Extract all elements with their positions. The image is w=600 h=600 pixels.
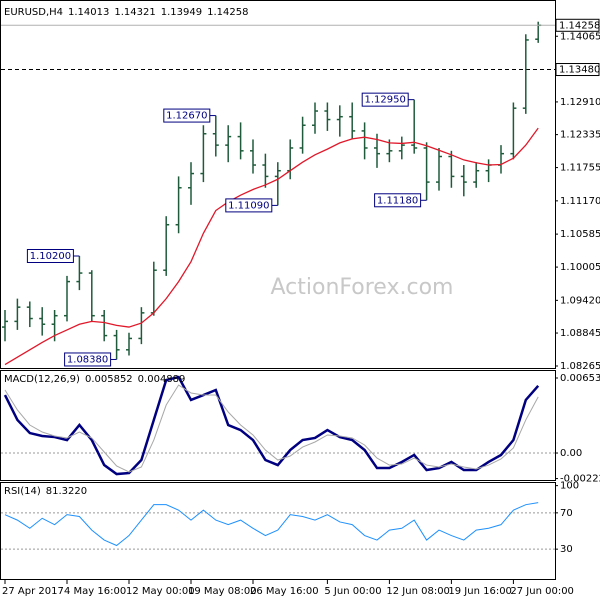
- annotation-box: [374, 193, 422, 208]
- x-tick-label: 27 Apr 2017: [2, 586, 64, 597]
- y-tick-label: 1.12335: [560, 130, 600, 141]
- y-tick-label: 1.11170: [560, 196, 600, 207]
- annotation-label: 1.12670: [166, 111, 207, 122]
- indicator-line: [4, 502, 539, 547]
- current-price-box: [555, 18, 600, 32]
- moving-average: [4, 127, 539, 366]
- header-part: EURUSD,H4: [4, 7, 63, 18]
- annotation-label: 1.08380: [67, 354, 108, 365]
- x-tick-label: 19 May 08:00: [188, 586, 257, 597]
- x-tick-label: 27 Jun 00:00: [510, 586, 574, 597]
- annotation-label: 1.10200: [30, 251, 71, 262]
- header-part: 0.005852: [85, 374, 133, 385]
- x-tick-label: 5 Jun 00:00: [324, 586, 381, 597]
- y-tick-label: 1.08845: [560, 328, 600, 339]
- header-part: 1.14258: [207, 7, 248, 18]
- y-tick-label: -0.002226: [560, 474, 600, 485]
- rsi-panel: [0, 482, 556, 580]
- x-tick-label: 26 May 16:00: [250, 586, 319, 597]
- indicator-line: [3, 375, 540, 476]
- header-part: 0.004889: [138, 374, 186, 385]
- y-tick-label: 1.14065: [560, 31, 600, 42]
- header-part: MACD(12,26,9): [4, 374, 80, 385]
- annotation-label: 1.11090: [228, 200, 269, 211]
- annotation-box: [163, 108, 211, 123]
- price-panel: [0, 0, 556, 369]
- header-part: 81.3220: [46, 486, 87, 497]
- y-tick-label: 1.10005: [560, 262, 600, 273]
- y-tick-label: 1.09420: [560, 295, 600, 306]
- panel-header: MACD(12,26,9) 0.005852 0.004889: [4, 374, 185, 385]
- annotation-box: [64, 352, 112, 367]
- annotation-box: [361, 92, 409, 107]
- annotation-label: 1.12950: [365, 95, 406, 106]
- header-part: 1.13949: [161, 7, 202, 18]
- level-label: 1.13480: [559, 65, 600, 76]
- annotation-box: [26, 248, 74, 263]
- y-tick-label: 1.10585: [560, 229, 600, 240]
- y-tick-label: 1.08265: [560, 361, 600, 372]
- x-tick-label: 12 Jun 08:00: [386, 586, 450, 597]
- x-tick-label: 19 Jun 16:00: [448, 586, 512, 597]
- y-tick-label: 1.11755: [560, 163, 600, 174]
- watermark: ActionForex.com: [271, 275, 454, 300]
- header-part: 1.14321: [114, 7, 155, 18]
- indicator-line: [4, 384, 539, 473]
- panel-header: EURUSD,H4 1.14013 1.14321 1.13949 1.14258: [4, 7, 248, 18]
- x-tick-label: 12 May 00:00: [126, 586, 195, 597]
- header-part: RSI(14): [4, 486, 41, 497]
- y-tick-label: 30: [560, 544, 573, 555]
- y-tick-label: 1.12910: [560, 97, 600, 108]
- macd-panel: [0, 370, 556, 481]
- y-tick-label: 100: [560, 481, 579, 492]
- y-tick-label: 70: [560, 508, 573, 519]
- y-tick-label: 0.00: [560, 448, 582, 459]
- header-part: 1.14013: [68, 7, 109, 18]
- panel-header: RSI(14) 81.3220: [4, 486, 87, 497]
- annotation-label: 1.11180: [377, 195, 418, 206]
- annotation-box: [225, 198, 273, 213]
- level-label-box: [555, 63, 600, 77]
- x-tick-label: 4 May 16:00: [64, 586, 126, 597]
- current-price-label: 1.14258: [559, 20, 600, 31]
- y-tick-label: 0.006534: [560, 373, 600, 384]
